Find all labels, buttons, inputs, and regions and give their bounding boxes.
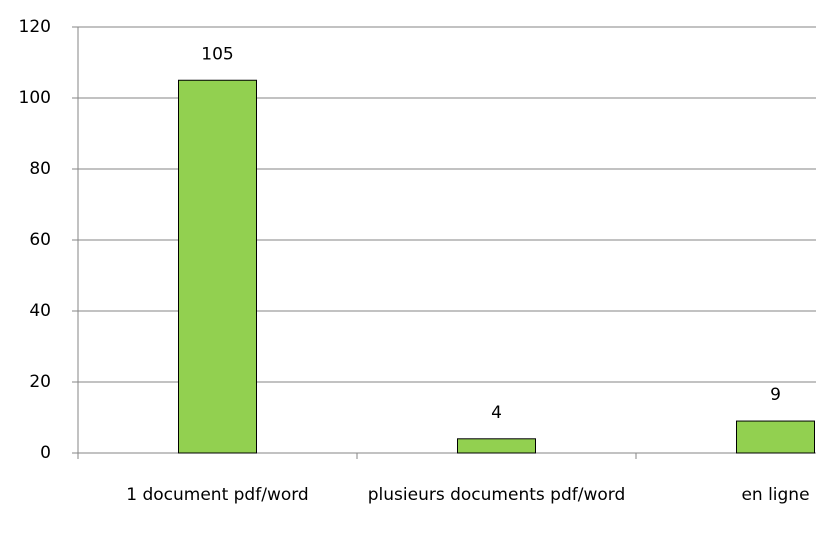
x-tick-label: en ligne [741,485,810,505]
y-tick-label: 60 [29,230,51,250]
data-label: 9 [770,385,781,405]
y-tick-label: 100 [19,88,51,108]
bar [457,438,536,454]
y-tick-label: 0 [40,443,51,463]
data-label: 105 [201,44,233,64]
y-tick-label: 120 [19,17,51,37]
y-tick-label: 40 [29,301,51,321]
x-tick-label: 1 document pdf/word [126,485,309,505]
bar [178,79,257,454]
y-tick-label: 20 [29,372,51,392]
x-tick-label: plusieurs documents pdf/word [367,485,626,505]
bar [736,420,815,454]
y-tick-label: 80 [29,159,51,179]
data-label: 4 [491,403,502,423]
